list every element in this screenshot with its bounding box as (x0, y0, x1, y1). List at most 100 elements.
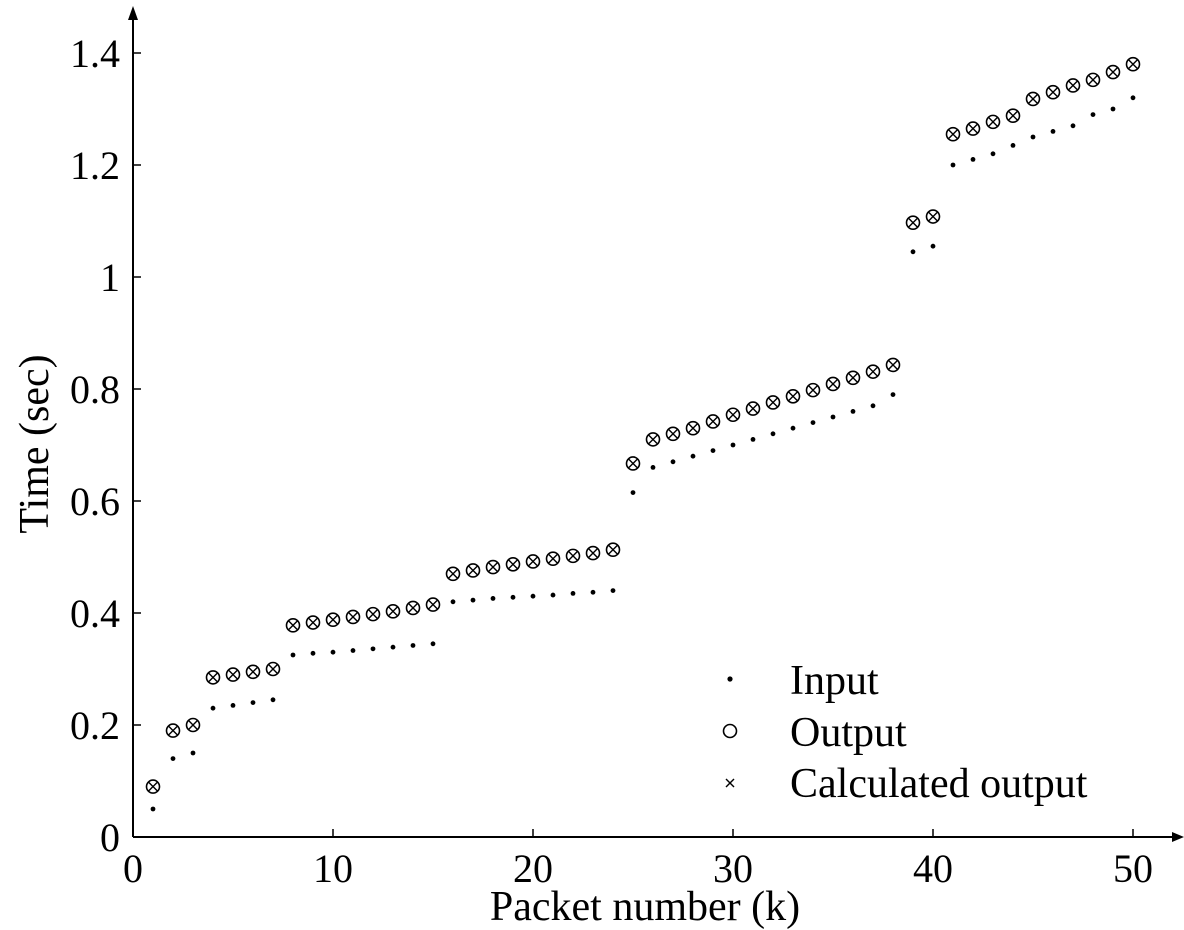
x-axis-title: Packet number (k) (490, 884, 800, 930)
point-output (865, 364, 881, 379)
point-input (930, 243, 936, 249)
point-input (790, 425, 796, 431)
point-input (690, 453, 696, 459)
point-calculated-output (888, 360, 898, 370)
point-output (785, 388, 801, 404)
point-output (385, 604, 401, 619)
legend-label-output: Output (790, 710, 907, 756)
point-input (1070, 123, 1076, 129)
point-calculated-output (768, 397, 778, 408)
point-calculated-output (188, 720, 198, 730)
point-output (325, 612, 341, 628)
point-calculated-output (1088, 75, 1098, 85)
point-output (925, 209, 941, 224)
point-calculated-output (308, 617, 318, 628)
point-output (545, 551, 561, 566)
point-input (710, 448, 716, 453)
point-input (730, 442, 736, 448)
point-output (425, 597, 441, 612)
y-tick-label: 0 (100, 815, 120, 860)
point-input (970, 157, 976, 162)
point-calculated-output (228, 669, 238, 680)
point-output (985, 114, 1001, 130)
point-output (225, 667, 241, 682)
point-calculated-output (708, 416, 718, 427)
point-input (230, 703, 236, 708)
point-output (705, 414, 721, 429)
point-calculated-output (1068, 80, 1078, 91)
point-calculated-output (868, 366, 878, 377)
point-input (330, 649, 336, 655)
point-input (1050, 129, 1056, 134)
point-output (565, 548, 581, 564)
point-calculated-output (148, 781, 158, 792)
x-tick-label: 10 (313, 846, 353, 891)
point-input (870, 403, 876, 409)
point-calculated-output (528, 556, 538, 567)
legend-label-calculated-output: Calculated output (790, 761, 1088, 807)
point-calculated-output (968, 123, 978, 134)
point-output (945, 126, 961, 142)
legend: Input Output Calculated output (722, 658, 1088, 807)
y-tick-label: 0.2 (70, 703, 120, 748)
point-output (1065, 78, 1081, 93)
point-calculated-output (488, 562, 498, 572)
point-output (885, 357, 901, 373)
point-output (725, 407, 741, 423)
legend-marker-calculated-output (725, 778, 735, 788)
point-input (350, 648, 356, 653)
point-input (1010, 143, 1016, 148)
point-input (830, 414, 836, 420)
point-output (285, 618, 301, 633)
point-calculated-output (648, 434, 658, 445)
point-input (510, 594, 516, 600)
point-input (430, 641, 436, 647)
point-calculated-output (1128, 59, 1138, 69)
point-calculated-output (388, 606, 398, 617)
point-input (750, 437, 756, 442)
axes: 0 10 20 30 40 50 0 0.2 0.4 0.6 0.8 1 1.2 1.4 (70, 6, 1184, 891)
point-input (530, 593, 536, 599)
point-output (845, 370, 861, 386)
x-tick-label: 40 (913, 846, 953, 891)
point-output (1085, 72, 1101, 88)
point-input (670, 459, 676, 465)
point-calculated-output (1048, 87, 1058, 97)
point-input (550, 592, 556, 598)
data-marks (145, 56, 1141, 812)
point-output (145, 779, 161, 794)
point-calculated-output (608, 545, 618, 555)
point-output (585, 545, 601, 561)
point-input (850, 409, 856, 414)
point-calculated-output (668, 429, 678, 439)
point-calculated-output (948, 129, 958, 139)
point-output (245, 664, 261, 680)
point-calculated-output (508, 559, 518, 569)
point-input (450, 599, 456, 605)
point-input (610, 588, 616, 593)
point-calculated-output (268, 664, 278, 674)
point-output (445, 566, 461, 582)
point-output (505, 556, 521, 572)
point-calculated-output (168, 725, 178, 736)
point-output (605, 542, 621, 558)
point-input (250, 700, 256, 705)
point-calculated-output (288, 620, 298, 631)
x-tick-label: 30 (713, 846, 753, 891)
point-calculated-output (348, 612, 358, 622)
point-calculated-output (988, 117, 998, 127)
y-tick-label: 1.4 (70, 31, 120, 76)
point-input (590, 589, 596, 595)
point-input (1130, 95, 1136, 101)
point-output (685, 420, 701, 436)
point-input (650, 465, 656, 470)
point-input (910, 249, 916, 255)
point-output (485, 559, 501, 575)
legend-label-input: Input (790, 658, 879, 704)
point-input (150, 806, 156, 812)
y-tick-label: 1.2 (70, 143, 120, 188)
point-output (745, 401, 761, 416)
point-input (890, 392, 896, 397)
point-output (1105, 64, 1121, 80)
y-tick-label: 0.6 (70, 479, 120, 524)
